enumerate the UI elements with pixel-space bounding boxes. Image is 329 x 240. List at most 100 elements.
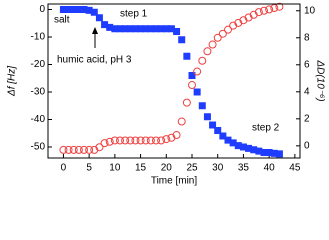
marker [90,8,98,16]
y-tick-label: -30 [31,87,46,98]
marker [162,25,170,33]
marker [111,25,119,33]
marker [85,6,93,14]
marker [131,136,140,145]
marker [74,145,83,154]
marker [214,127,222,134]
marker [131,25,139,33]
x-tick-label: 5 [86,163,92,174]
marker [85,145,94,154]
marker [229,139,237,147]
x-tick-label: 45 [289,163,301,174]
marker [80,145,88,154]
marker [177,117,186,126]
x-tick-label: 35 [238,163,250,174]
marker [75,6,83,13]
marker [116,136,124,145]
y-tick-label: -50 [31,142,46,153]
marker [255,147,263,155]
marker [208,40,217,49]
x-tick-label: 30 [212,163,224,174]
y2-tick-label: 8 [304,32,310,43]
marker [245,144,253,152]
x-axis-label: Time [min] [151,176,198,187]
y-tick-label: -40 [31,114,46,125]
marker [275,2,284,11]
marker [270,149,278,157]
marker [69,145,78,154]
plot-frame [47,3,301,159]
x-tick-label: 20 [161,163,173,174]
marker [121,136,130,145]
marker [188,81,196,90]
marker [265,149,273,156]
arrow-head [92,27,98,34]
marker [167,25,175,33]
marker [105,137,114,146]
marker [224,25,232,34]
marker [121,25,129,33]
marker [65,6,73,13]
x-tick-label: 0 [61,163,67,174]
marker [106,23,114,31]
marker [157,25,165,33]
y2-tick-label: 4 [304,86,310,97]
marker [141,136,150,145]
marker [100,139,109,148]
marker [203,113,211,121]
y-axis-label: Δf [Hz] [7,66,18,97]
annotation: step 2 [252,123,280,134]
marker [136,136,145,145]
y2-tick-label: 10 [304,5,316,16]
marker [59,6,67,13]
y2-tick-label: 6 [304,59,310,70]
marker [172,131,181,140]
annotation: salt [54,15,70,26]
y2-tick-label: 0 [304,140,310,151]
marker [275,150,283,158]
marker [152,136,160,145]
marker [198,56,207,65]
marker [70,6,78,13]
x-tick-label: 15 [135,163,147,174]
marker [193,88,201,96]
x-tick-label: 10 [109,163,121,174]
marker [203,47,212,56]
marker [250,146,258,154]
marker [260,6,268,15]
marker [80,6,88,13]
marker [183,52,191,60]
marker [173,28,181,35]
marker [254,8,263,17]
marker [178,36,186,44]
marker [270,4,279,13]
marker [126,136,135,145]
marker [64,145,73,154]
x-tick-label: 40 [264,163,276,174]
marker [198,102,206,110]
y2-axis-label: ΔD(10⁻⁶) [314,59,325,101]
marker [147,25,155,33]
y2-tick-label: 2 [304,113,310,124]
marker [234,142,242,150]
marker [209,121,217,129]
marker [95,14,103,22]
marker [162,135,171,144]
marker [142,25,150,33]
y-tick-label: -20 [31,59,46,70]
marker [193,67,202,76]
marker [137,25,145,33]
marker [188,72,196,79]
marker [224,136,232,144]
marker [152,25,160,33]
marker [239,143,247,151]
marker [213,33,222,42]
marker [126,25,134,33]
y-tick-label: 0 [39,4,45,15]
annotation: humic acid, pH 3 [57,55,132,66]
marker [95,143,104,152]
marker [59,145,68,154]
marker [265,5,274,14]
marker [146,136,155,145]
marker [182,98,191,107]
